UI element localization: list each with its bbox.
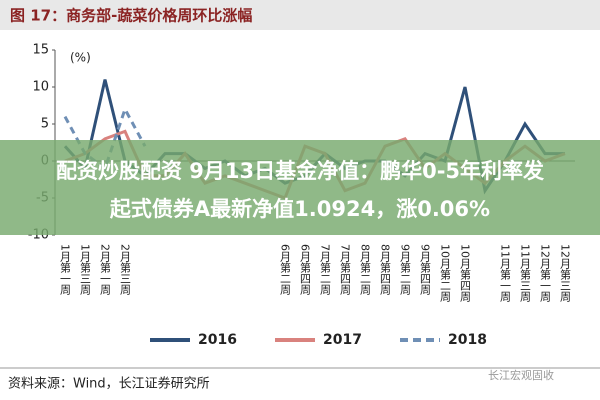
legend-label: 2018 [448, 332, 487, 348]
x-tick-label: 12月第一周 [539, 244, 552, 303]
x-tick-label: 6月第二周 [279, 244, 292, 296]
legend-label: 2017 [323, 332, 362, 348]
x-tick-label: 9月第二周 [399, 244, 412, 296]
banner-text: 配资炒股配资 9月13日基金净值：鹏华0-5年利率发 [56, 159, 545, 183]
x-tick-label: 8月第四周 [379, 244, 392, 296]
x-tick-label: 7月第四周 [339, 244, 352, 296]
x-tick-label: 12月第三周 [559, 244, 572, 303]
title-bar [0, 0, 600, 30]
x-tick-label: 2月第一周 [99, 244, 112, 296]
x-tick-label: 6月第四周 [299, 244, 312, 296]
banner-text: 起式债券A最新净值1.0924，涨0.06% [109, 197, 490, 221]
y-tick-label: 10 [32, 80, 49, 95]
x-tick-label: 8月第二周 [359, 244, 372, 296]
y-tick-label: 15 [32, 43, 49, 58]
y-axis-label: (%) [70, 51, 91, 65]
x-tick-label: 10月第二周 [439, 244, 452, 303]
source: 资料来源：Wind，长江证券研究所 [8, 376, 210, 392]
x-tick-label: 7月第二周 [319, 244, 332, 296]
banner [0, 140, 600, 235]
chart-title: 图 17：商务部-蔬菜价格周环比涨幅 [10, 7, 252, 25]
x-tick-label: 11月第三周 [519, 244, 532, 303]
y-tick-label: 5 [41, 117, 49, 132]
legend-label: 2016 [198, 332, 237, 348]
x-tick-label: 9月第四周 [419, 244, 432, 296]
x-tick-label: 2月第三周 [119, 244, 132, 296]
x-tick-label: 10月第四周 [459, 244, 472, 303]
x-tick-label: 11月第一周 [499, 244, 512, 303]
x-tick-label: 1月第三周 [79, 244, 92, 296]
x-tick-label: 1月第一周 [59, 244, 72, 296]
watermark: 长江宏观固收 [488, 368, 554, 382]
